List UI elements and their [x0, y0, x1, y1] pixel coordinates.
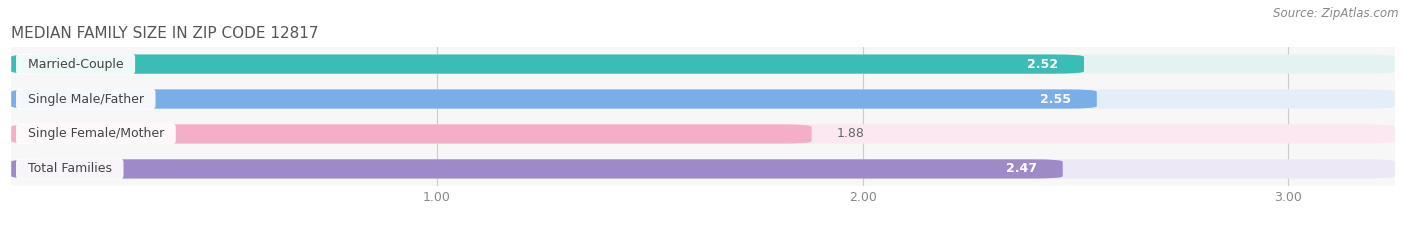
- FancyBboxPatch shape: [11, 89, 1097, 109]
- FancyBboxPatch shape: [11, 55, 1084, 74]
- Text: 1.88: 1.88: [837, 127, 865, 140]
- Text: Single Female/Mother: Single Female/Mother: [20, 127, 172, 140]
- FancyBboxPatch shape: [11, 124, 811, 144]
- FancyBboxPatch shape: [11, 124, 1395, 144]
- FancyBboxPatch shape: [11, 55, 1395, 74]
- Text: Source: ZipAtlas.com: Source: ZipAtlas.com: [1274, 7, 1399, 20]
- Text: 2.52: 2.52: [1028, 58, 1059, 71]
- Text: 2.55: 2.55: [1040, 93, 1071, 106]
- FancyBboxPatch shape: [11, 159, 1063, 178]
- FancyBboxPatch shape: [11, 159, 1395, 178]
- Text: 2.47: 2.47: [1007, 162, 1038, 175]
- FancyBboxPatch shape: [11, 89, 1395, 109]
- Text: Total Families: Total Families: [20, 162, 120, 175]
- Text: MEDIAN FAMILY SIZE IN ZIP CODE 12817: MEDIAN FAMILY SIZE IN ZIP CODE 12817: [11, 26, 319, 41]
- Text: Married-Couple: Married-Couple: [20, 58, 131, 71]
- Text: Single Male/Father: Single Male/Father: [20, 93, 152, 106]
